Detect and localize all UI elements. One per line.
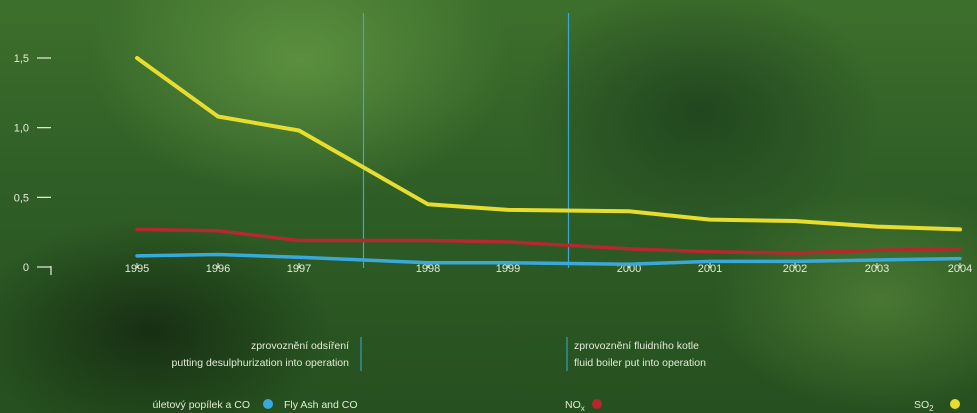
event-label-cs: zprovoznění odsíření [251,340,349,352]
event-annotations: zprovoznění odsíření putting desulphuriz… [172,337,706,371]
x-tick-label: 2001 [698,263,722,275]
series-layer [135,56,962,266]
event-label-en: putting desulphurization into operation [172,357,350,369]
legend-item-fly-ash: úletový popílek a CO Fly Ash and CO [153,399,358,411]
y-tick-group: 0 0,5 1,0 1,5 [14,53,51,274]
event-label-cs: zprovoznění fluidního kotle [574,340,699,352]
legend-label-so2-sub: 2 [929,404,934,413]
legend-swatch-so2 [950,399,960,409]
series-line-fly-ash [135,252,962,266]
y-tick-label: 1,0 [14,123,29,135]
event-annotation-fluid-boiler: zprovoznění fluidního kotle fluid boiler… [566,337,706,371]
x-tick-label: 1995 [125,263,149,275]
x-tick-label: 2003 [865,263,889,275]
y-tick-label: 1,5 [14,53,29,65]
x-tick-label: 1997 [287,263,311,275]
legend-label-so2-main: SO [914,399,929,411]
event-label-en: fluid boiler put into operation [574,357,706,369]
x-tick-label: 1999 [496,263,520,275]
event-annotation-desulphurization: zprovoznění odsíření putting desulphuriz… [172,337,362,371]
legend-item-so2: SO2 [914,399,960,413]
legend: úletový popílek a CO Fly Ash and CO NOx … [153,399,960,413]
x-tick-label: 2002 [783,263,807,275]
legend-swatch-nox [592,399,602,409]
x-tick-label: 1996 [206,263,230,275]
legend-swatch-fly-ash [263,399,273,409]
x-tick-group: 1995 1996 1997 1998 1999 2000 2001 2002 2003 2004 [125,263,972,275]
legend-label-nox: NOx [565,399,585,413]
x-tick-label: 2000 [617,263,641,275]
event-markers [362,13,570,268]
series-line-so2 [135,56,962,232]
legend-label-fly-ash-en: Fly Ash and CO [284,399,358,411]
legend-label-nox-sub: x [581,404,585,413]
y-tick-label: 0,5 [14,192,29,204]
x-tick-label: 2004 [948,263,972,275]
y-tick-label: 0 [23,262,29,274]
legend-label-fly-ash-cs: úletový popílek a CO [153,399,250,411]
legend-label-nox-main: NO [565,399,581,411]
legend-label-so2: SO2 [914,399,934,413]
series-line-nox [135,227,962,255]
x-tick-label: 1998 [416,263,440,275]
legend-item-nox: NOx [565,399,602,413]
